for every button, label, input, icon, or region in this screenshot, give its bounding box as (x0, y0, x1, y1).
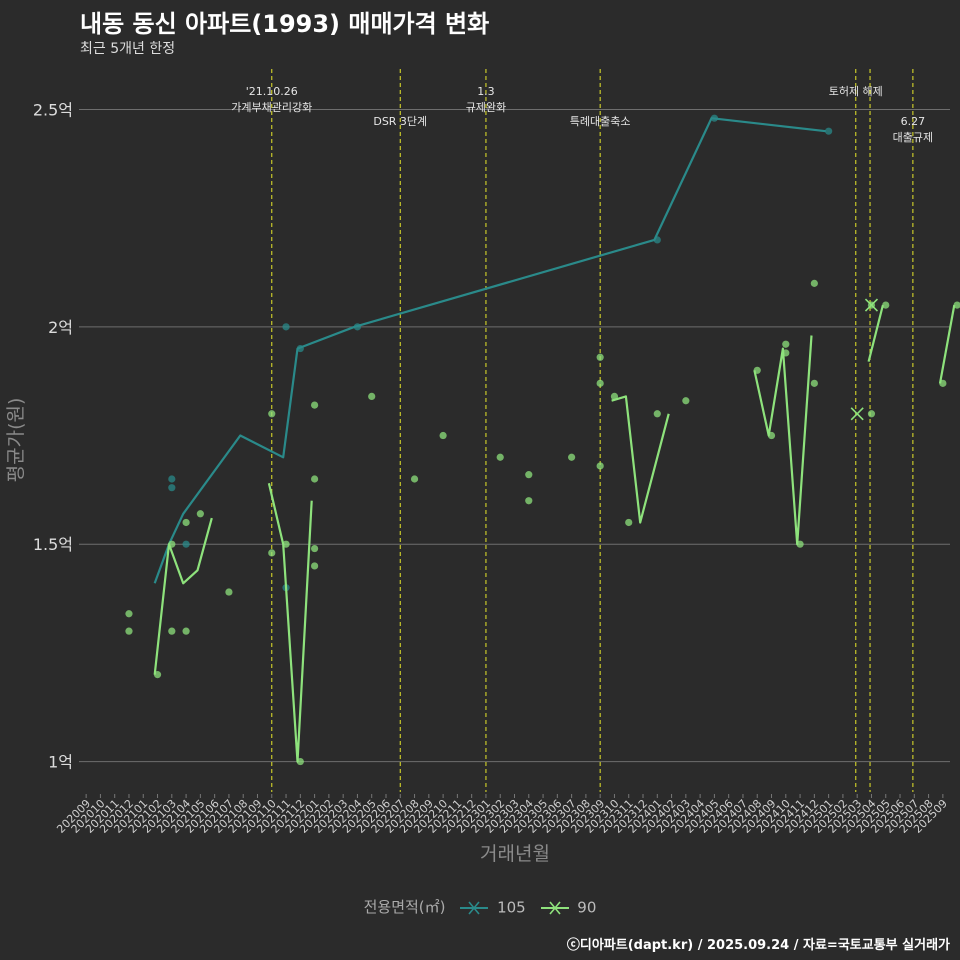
legend-key-90 (540, 900, 569, 915)
series-90-point (782, 340, 790, 348)
series-90-line (938, 304, 956, 384)
series-90-point (168, 627, 176, 635)
x-axis-label: 거래년월 (480, 843, 550, 865)
series-90-point (867, 410, 876, 418)
series-90-point (410, 475, 419, 483)
series-90-point (268, 410, 276, 418)
series-90-cross-marker (850, 407, 864, 421)
series-90-point (125, 627, 133, 635)
series-90-point (439, 431, 447, 440)
series-90-point (596, 353, 604, 361)
series-105-line (153, 117, 826, 584)
legend-title: 전용면적(㎡) (363, 898, 446, 916)
legend-label-90: 90 (577, 898, 597, 916)
series-90-point (882, 301, 890, 309)
series-105-point (168, 484, 176, 492)
legend: 전용면적(㎡) 105 90 (0, 896, 960, 918)
series-90-point (125, 610, 133, 618)
chart-subtitle: 최근 5개년 한정 (80, 41, 176, 57)
series-90-point (953, 301, 960, 309)
axes-layer: 1억1.5억2억2.5억2020092020102020112020122021… (33, 100, 950, 835)
legend-key-105 (460, 900, 489, 915)
series-90-point (525, 471, 533, 479)
event-label: 토허제 해제 (829, 84, 883, 98)
series-90-line (611, 395, 670, 524)
legend-label-105: 105 (497, 898, 526, 916)
y-tick-label: 1.5억 (33, 535, 73, 554)
event-label: 6.27 (901, 115, 926, 128)
series-90-point (596, 462, 604, 470)
series-90-point (568, 453, 576, 461)
series-90-line (153, 517, 213, 675)
series-105-point (282, 323, 290, 331)
y-tick-label: 1억 (48, 753, 73, 772)
series-90-point (196, 510, 204, 518)
y-tick-label: 2.5억 (33, 100, 73, 119)
event-label: 대출규제 (893, 131, 933, 144)
series-90-point (596, 379, 604, 387)
grid-lines (79, 108, 950, 763)
series-105-point (182, 540, 190, 548)
y-tick-label: 2억 (48, 318, 73, 337)
series-105-point (168, 475, 176, 483)
event-label: 특례대출축소 (570, 115, 631, 128)
series-90-line (753, 335, 813, 546)
series-90-point (810, 379, 818, 387)
y-axis-label: 평균가(원) (5, 398, 27, 483)
series-90-point (682, 397, 690, 405)
series-90-point (810, 279, 818, 287)
event-label: 가계부채관리강화 (231, 101, 312, 114)
series-90-point (625, 518, 633, 527)
series-90-point (368, 392, 376, 400)
series-90-point (496, 453, 504, 461)
source-caption: ⓒ디아파트(dapt.kr) / 2025.09.24 / 자료=국토교통부 실… (566, 938, 950, 953)
event-label: 규제완화 (466, 101, 506, 114)
series-90-line (267, 483, 313, 763)
series-90-point (310, 544, 319, 553)
series-90-point (525, 497, 533, 505)
series-90-point (268, 549, 276, 557)
event-label: 1.3 (477, 85, 495, 98)
series-105-point (825, 127, 833, 135)
series-90-point (310, 562, 319, 570)
series-90-line (867, 304, 884, 362)
series-layer (125, 114, 960, 766)
series-90-point (182, 627, 190, 635)
series-90-cross-marker (864, 298, 879, 312)
event-label: DSR 3단계 (373, 115, 427, 128)
legend-item-90: 90 (540, 898, 597, 918)
series-90-point (653, 410, 661, 418)
series-90-point (182, 518, 190, 527)
series-90-point (225, 588, 233, 596)
series-90-point (310, 475, 319, 483)
series-90-point (310, 401, 319, 409)
legend-item-105: 105 (460, 898, 526, 918)
event-label: '21.10.26 (246, 85, 298, 98)
chart-title: 내동 동신 아파트(1993) 매매가격 변화 (80, 10, 490, 38)
